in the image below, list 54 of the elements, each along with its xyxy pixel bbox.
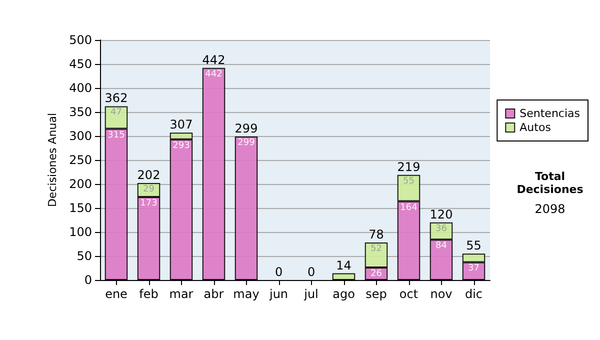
x-tick-label: may	[233, 287, 260, 301]
total-label: 120	[430, 207, 453, 222]
text: 2098	[534, 202, 566, 216]
data-label: 164	[400, 202, 418, 213]
total-label: 202	[137, 168, 160, 182]
data-label: 299	[238, 138, 256, 148]
data-label: 47	[110, 108, 122, 118]
y-tick-label: 450	[69, 57, 92, 71]
total-label: 307	[170, 118, 193, 132]
x-tick-label: dic	[464, 287, 483, 301]
total-label: 14	[336, 258, 352, 272]
y-tick-label: 50	[76, 249, 92, 263]
y-axis-title: Decisiones Anual	[46, 112, 60, 208]
data-label: 315	[108, 130, 125, 140]
legend-label: Sentencias	[520, 107, 580, 120]
text: Total Decisiones	[516, 170, 584, 196]
x-tick-label: ene	[105, 287, 128, 301]
total-label: 442	[202, 52, 226, 67]
y-tick-label: 500	[69, 33, 92, 47]
data-label: 29	[143, 184, 155, 195]
y-tick-label: 100	[69, 225, 92, 239]
y-tick-label: 150	[69, 201, 92, 215]
data-label: 84	[436, 241, 448, 252]
data-label: 442	[205, 69, 222, 80]
data-label: 293	[172, 140, 190, 151]
y-tick-label: 250	[69, 153, 92, 167]
data-label: 36	[436, 224, 448, 234]
y-tick-label: 350	[69, 105, 92, 119]
total-label: 0	[307, 265, 316, 279]
x-tick-label: sep	[366, 287, 387, 301]
x-tick-label: feb	[139, 287, 158, 301]
data-label: 55	[403, 176, 414, 186]
x-tick-label: mar	[169, 287, 194, 301]
x-tick-label: ago	[332, 287, 355, 301]
x-tick-label: oct	[399, 287, 418, 301]
data-label: 173	[140, 198, 158, 208]
y-tick-label: 300	[69, 129, 92, 143]
total-label: 78	[368, 228, 384, 242]
total-label: 0	[274, 265, 283, 279]
x-tick-label: nov	[430, 287, 452, 301]
total-label: 299	[234, 121, 258, 136]
x-tick-label: abr	[204, 287, 224, 301]
x-tick-label: jun	[268, 287, 288, 301]
total-label: 55	[466, 238, 482, 253]
y-tick-label: 0	[84, 273, 92, 287]
x-tick-label: jul	[303, 287, 318, 301]
data-label: 37	[468, 264, 480, 274]
legend-label: Autos	[520, 121, 552, 134]
total-label: 362	[104, 91, 128, 106]
y-tick-label: 400	[69, 81, 92, 95]
total-label: 219	[397, 160, 420, 174]
data-label: 26	[370, 269, 382, 280]
y-tick-label: 200	[69, 177, 92, 191]
data-label: 52	[370, 244, 382, 254]
